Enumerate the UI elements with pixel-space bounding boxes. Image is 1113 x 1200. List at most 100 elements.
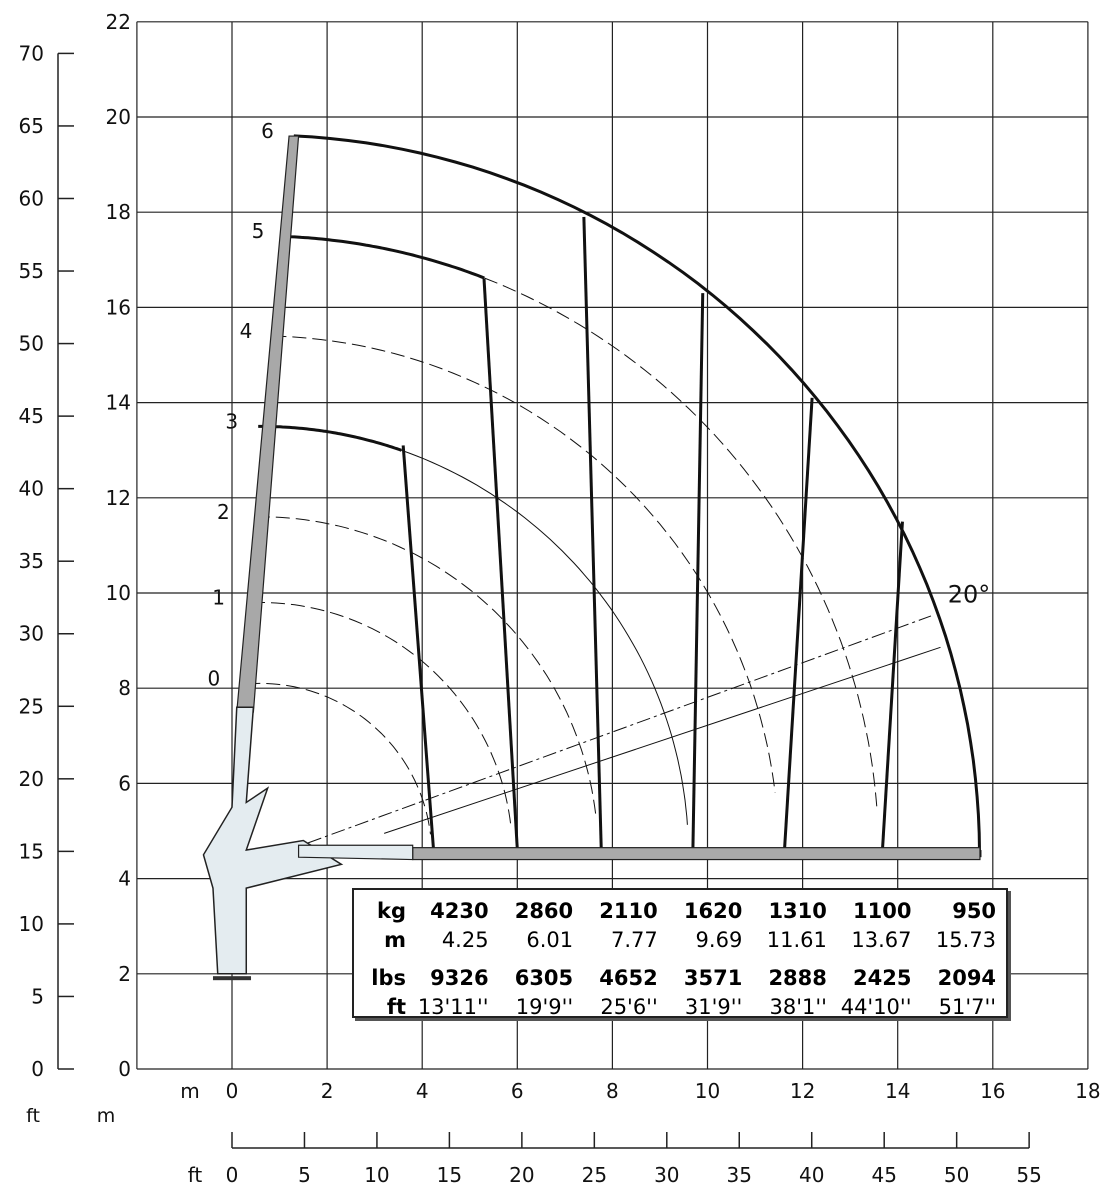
boom-section-arc (284, 235, 485, 280)
x-axis-ft-label: ft (188, 1163, 203, 1187)
envelope-arc-6 (293, 134, 981, 852)
table-row-ft: ft 13'11'' 19'9'' 25'6'' 31'9'' 38'1'' 4… (362, 992, 998, 1021)
table-cell: 3571 (683, 965, 743, 990)
crane-base (212, 976, 252, 981)
table-cell: 2425 (853, 965, 912, 990)
x-tick-label-m: 2 (321, 1079, 334, 1103)
table-cell: 9326 (430, 965, 489, 990)
boom-section-label: 6 (261, 119, 274, 143)
y-tick-label-ft: 15 (19, 839, 44, 863)
table-cell: 38'1'' (769, 994, 827, 1019)
table-row-kg: kg 4230 2860 2110 1620 1310 1100 950 (362, 896, 998, 925)
x-tick-label-ft: 10 (364, 1163, 389, 1187)
table-cell: 2888 (768, 965, 827, 990)
table-cell: 13.67 (851, 927, 912, 952)
y-tick-label-ft: 10 (19, 912, 44, 936)
table-cell: 15.73 (935, 927, 997, 952)
table-cell: 6305 (514, 965, 574, 990)
y-tick-label-ft: 50 (19, 332, 44, 356)
x-tick-label-m: 14 (885, 1079, 910, 1103)
y-tick-label-ft: 55 (19, 259, 44, 283)
load-line-1620-kg (691, 293, 705, 858)
y-tick-label-m: 10 (106, 581, 131, 605)
load-line-1100-kg (880, 521, 904, 858)
x-tick-label-ft: 55 (1016, 1163, 1041, 1187)
boom-section-label: 0 (208, 666, 221, 690)
table-cell: 1100 (853, 898, 912, 923)
inner-boom (297, 844, 414, 861)
y-tick-label-ft: 30 (19, 622, 44, 646)
x-tick-label-m: 16 (980, 1079, 1005, 1103)
y-tick-label-m: 0 (118, 1057, 131, 1081)
boom-section-arc-thin (246, 682, 431, 835)
boom-section-label: 4 (240, 319, 253, 343)
table-cell: 4.25 (441, 927, 489, 952)
x-tick-label-m: 12 (790, 1079, 815, 1103)
y-axis-ft-label: ft (26, 1105, 40, 1127)
table-cell: 51'7'' (938, 994, 997, 1019)
boom-section-label: 5 (252, 219, 265, 243)
table-row-m: m 4.25 6.01 7.77 9.69 11.61 13.67 15.73 (362, 925, 998, 954)
table-cell: 44'10'' (840, 994, 912, 1019)
boom-20deg-line (307, 615, 932, 844)
unit-label: ft (386, 994, 406, 1019)
boom-section-arc-thin (272, 335, 776, 793)
load-table: kg 4230 2860 2110 1620 1310 1100 950 m 4… (352, 888, 1008, 1021)
table-cell: 1310 (768, 898, 827, 923)
y-tick-label-m: 12 (106, 486, 131, 510)
boom-section-arc-thin (484, 277, 878, 812)
load-line-2860-kg (482, 278, 520, 858)
boom-20deg-line (384, 646, 941, 834)
x-tick-label-ft: 15 (437, 1163, 462, 1187)
y-tick-label-m: 20 (106, 105, 131, 129)
boom-vertical (236, 135, 300, 713)
table-cell: 950 (952, 898, 997, 923)
boom-section-arc-thin (250, 602, 512, 825)
table-cell: 4230 (430, 898, 489, 923)
y-tick-label-m: 6 (118, 771, 131, 795)
table-cell: 1620 (683, 898, 743, 923)
x-tick-label-m: 8 (606, 1079, 619, 1103)
y-tick-label-ft: 65 (19, 114, 44, 138)
boom-section-label: 2 (217, 500, 230, 524)
load-line-1310-kg (782, 397, 814, 858)
x-tick-label-ft: 5 (298, 1163, 311, 1187)
x-tick-label-ft: 20 (509, 1163, 534, 1187)
x-tick-label-ft: 45 (871, 1163, 896, 1187)
angle-label: 20° (948, 581, 991, 609)
y-tick-label-ft: 25 (19, 694, 44, 718)
y-tick-label-m: 2 (118, 962, 131, 986)
y-tick-label-m: 8 (118, 676, 131, 700)
table-cell: 7.77 (610, 927, 658, 952)
y-axis-m-label: m (97, 1105, 116, 1127)
table-cell: 4652 (599, 965, 658, 990)
y-tick-label-m: 4 (118, 867, 131, 891)
x-axis-m-label: m (180, 1079, 199, 1103)
load-line-4230-kg (401, 445, 436, 858)
table-cell: 13'11'' (417, 994, 489, 1019)
y-tick-label-ft: 5 (31, 984, 44, 1008)
unit-label: lbs (371, 965, 406, 990)
load-line-2110-kg (582, 216, 603, 858)
x-tick-label-m: 18 (1075, 1079, 1100, 1103)
unit-label: kg (377, 898, 406, 923)
x-tick-label-m: 6 (511, 1079, 524, 1103)
crane-column (202, 706, 344, 975)
y-tick-label-ft: 70 (19, 41, 44, 65)
table-cell: 2860 (514, 898, 574, 923)
y-tick-label-ft: 0 (31, 1057, 44, 1081)
unit-label: m (384, 927, 406, 952)
x-tick-label-ft: 50 (944, 1163, 969, 1187)
table-cell: 19'9'' (515, 994, 574, 1019)
y-tick-label-m: 16 (106, 295, 131, 319)
y-tick-label-m: 14 (106, 391, 131, 415)
y-tick-label-ft: 60 (19, 186, 44, 210)
y-tick-label-ft: 20 (19, 767, 44, 791)
table-cell: 2094 (937, 965, 997, 990)
y-tick-label-ft: 45 (19, 404, 44, 428)
y-tick-label-m: 22 (106, 10, 131, 34)
table-row-lbs: lbs 9326 6305 4652 3571 2888 2425 2094 (362, 963, 998, 992)
table-cell: 6.01 (526, 927, 574, 952)
x-tick-label-ft: 35 (727, 1163, 752, 1187)
x-tick-label-ft: 30 (654, 1163, 679, 1187)
